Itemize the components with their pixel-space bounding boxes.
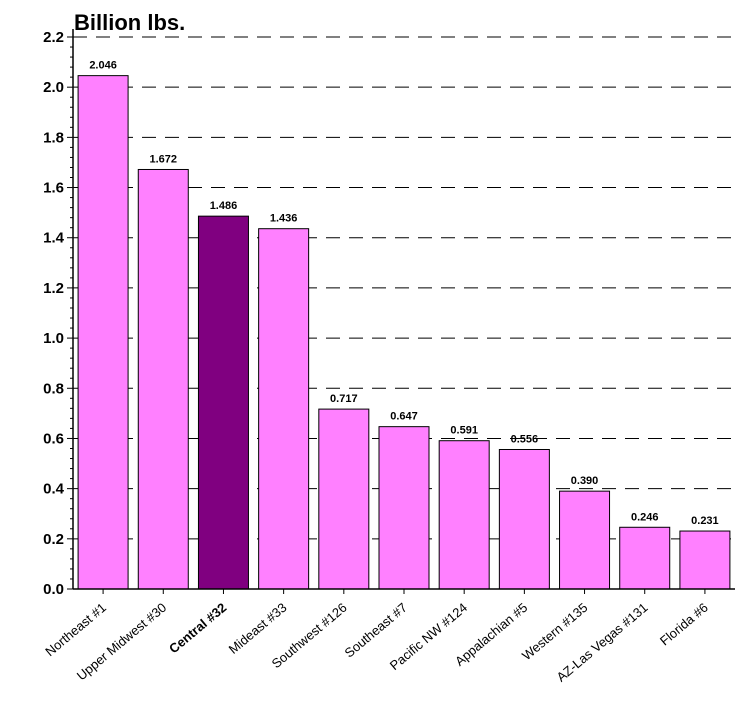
data-label: 0.591: [450, 425, 478, 437]
bars: 2.046 1.672 1.486 1.436 0.717 0.647 0.591 0.556…: [77, 60, 731, 590]
data-label: 2.046: [89, 60, 117, 72]
data-label: 1.672: [150, 153, 178, 165]
y-tick-label: 2.0: [43, 79, 64, 96]
y-tick-label: 1.8: [43, 129, 64, 146]
data-label: 0.390: [571, 475, 599, 487]
y-tick-label: 1.6: [43, 180, 64, 197]
x-tick-label: Mideast #33: [226, 600, 290, 657]
y-axis-title: Billion lbs.: [74, 10, 185, 35]
bar: [619, 526, 671, 590]
data-label: 0.556: [511, 433, 539, 445]
bar: [679, 530, 731, 590]
bar: [197, 215, 249, 590]
data-label: 0.647: [390, 411, 418, 423]
x-tick-label: Florida #6: [657, 600, 711, 649]
bar: [559, 490, 611, 590]
y-tick-label: 0.8: [43, 380, 64, 397]
y-tick-label: 0.4: [43, 481, 65, 498]
data-label: 0.717: [330, 393, 358, 405]
y-tick-label: 2.2: [43, 29, 64, 46]
data-label: 0.231: [691, 515, 719, 527]
y-tick-label: 0.2: [43, 531, 64, 548]
bar: [258, 228, 310, 590]
y-tick-label: 0.0: [43, 581, 64, 598]
y-tick-label: 1.4: [43, 230, 65, 247]
data-label: 1.486: [210, 200, 238, 212]
y-tick-label: 1.0: [43, 330, 64, 347]
data-label: 0.246: [631, 511, 659, 523]
bar: [137, 168, 189, 590]
bar: [77, 75, 129, 590]
x-tick-label: Central #32: [166, 600, 229, 657]
data-label: 1.436: [270, 213, 298, 225]
y-tick-label: 1.2: [43, 280, 64, 297]
bar: [438, 440, 490, 590]
y-tick-label: 0.6: [43, 430, 64, 447]
bar: [498, 448, 550, 590]
bar: [378, 426, 430, 590]
bar: [318, 408, 370, 590]
